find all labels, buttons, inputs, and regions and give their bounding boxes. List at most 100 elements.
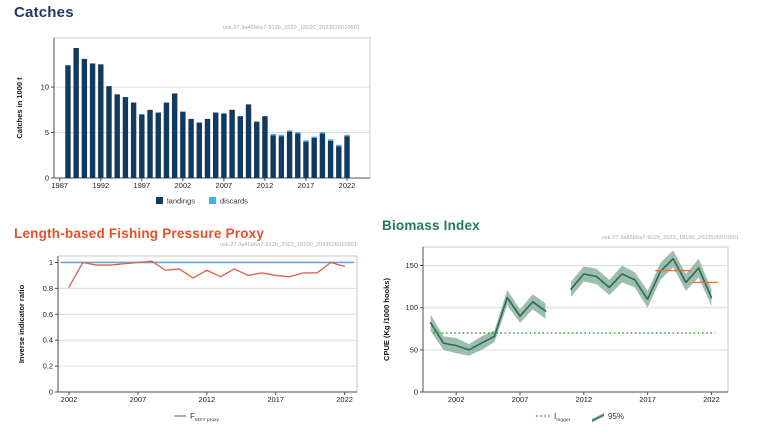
- x-tick-label: 2022: [703, 395, 720, 404]
- y-tick-label: 5: [45, 128, 49, 137]
- bar-landings: [336, 146, 342, 178]
- y-tick-label: 0.2: [43, 362, 53, 371]
- bar-landings: [303, 141, 309, 178]
- cpue-line: [570, 258, 713, 301]
- bar-landings: [204, 118, 211, 178]
- bar-discards: [336, 144, 342, 147]
- y-axis-label: Inverse indicator ratio: [17, 284, 26, 363]
- y-axis-label: CPUE (Kg /1000 hooks): [382, 278, 391, 361]
- pressure-chart: 0 0.2 0.4 0.6 0.8 1 2002 2007 2012 2017 2022 Invers…: [17, 255, 358, 423]
- pressure-watermark: usk.27.3a45b6a7-912b_2023_18100_20235260…: [219, 242, 357, 248]
- x-tick-label: 1987: [51, 181, 68, 190]
- bar-landings: [180, 111, 186, 178]
- bar-landings: [89, 63, 96, 178]
- x-tick-label: 2012: [198, 395, 215, 404]
- biomass-panel: Biomass Index usk.27.3a45b6a7-912b_2023_…: [376, 218, 772, 434]
- confidence-band: [430, 289, 546, 356]
- legend-label: landings: [167, 197, 195, 206]
- bar-landings: [262, 116, 268, 178]
- x-tick-label: 2022: [336, 395, 353, 404]
- legend-label: Itrigger: [554, 412, 571, 423]
- bar-landings: [73, 48, 79, 178]
- bar-landings: [212, 112, 219, 178]
- bar-landings: [196, 122, 202, 178]
- bar-discards: [270, 133, 276, 136]
- y-tick-label: 0.8: [43, 284, 53, 293]
- bar-landings: [270, 135, 276, 178]
- bar-landings: [171, 93, 178, 178]
- bar-discards: [303, 140, 309, 142]
- bar-discards: [278, 134, 285, 137]
- bar-discards: [344, 134, 350, 137]
- y-tick-label: 150: [405, 261, 418, 270]
- bar-discards: [311, 136, 317, 138]
- x-tick-label: 2017: [639, 395, 656, 404]
- x-tick-label: 1992: [92, 181, 109, 190]
- plot-frame: [57, 255, 358, 393]
- y-tick-label: 0.4: [43, 336, 53, 345]
- catches-title: Catches: [14, 4, 74, 21]
- bar-landings: [130, 102, 137, 178]
- bar-landings: [295, 133, 301, 178]
- y-tick-label: 1: [49, 258, 53, 267]
- bar-landings: [163, 102, 170, 178]
- bar-landings: [221, 113, 227, 178]
- pressure-panel: Length-based Fishing Pressure Proxy usk.…: [8, 226, 370, 434]
- x-tick-label: 2012: [575, 395, 592, 404]
- bar-landings: [286, 131, 293, 178]
- bar-landings: [114, 94, 120, 178]
- bar-landings: [98, 64, 104, 178]
- pressure-title: Length-based Fishing Pressure Proxy: [14, 226, 265, 241]
- bar-landings: [106, 86, 112, 178]
- x-tick-label: 1997: [133, 181, 150, 190]
- bar-landings: [327, 140, 334, 178]
- indicator-ratio-line: [68, 260, 346, 288]
- catches-chart: 0 5 10 1987 1992 1997 2002 2007 2012 2017 2022 Catc…: [15, 37, 371, 206]
- y-tick-label: 0: [45, 174, 49, 183]
- bar-landings: [65, 65, 71, 178]
- y-tick-label: 0: [414, 388, 418, 397]
- catches-watermark: usk.27.3a45b6a7-912b_2023_18100_20235260…: [222, 25, 360, 31]
- legend-label: FMSY proxy: [190, 412, 220, 423]
- bar-landings: [344, 136, 350, 178]
- x-tick-label: 2002: [175, 181, 192, 190]
- bar-landings: [139, 114, 145, 178]
- bar-landings: [237, 116, 244, 178]
- bar-discards: [286, 130, 293, 132]
- bar-landings: [254, 121, 260, 178]
- x-tick-label: 2002: [448, 395, 465, 404]
- biomass-title: Biomass Index: [382, 218, 480, 233]
- legend-label: discards: [220, 197, 248, 206]
- bar-landings: [278, 136, 285, 178]
- bar-landings: [188, 118, 194, 178]
- x-tick-label: 2017: [267, 395, 284, 404]
- bar-landings: [229, 109, 235, 178]
- x-tick-label: 2007: [512, 395, 529, 404]
- legend-swatch-landings: [156, 197, 163, 204]
- y-tick-label: 50: [410, 345, 418, 354]
- x-tick-label: 2002: [61, 395, 78, 404]
- x-tick-label: 2022: [339, 181, 356, 190]
- y-tick-label: 100: [405, 303, 418, 312]
- legend-band-line: [591, 414, 605, 422]
- y-tick-label: 0.6: [43, 310, 53, 319]
- bar-discards: [319, 132, 326, 134]
- bar-discards: [295, 132, 301, 134]
- bar-landings: [155, 112, 161, 178]
- bar-landings: [311, 138, 317, 178]
- bar-landings: [319, 133, 326, 178]
- y-tick-label: 0: [49, 388, 53, 397]
- x-tick-label: 2007: [130, 395, 147, 404]
- legend-label: 95%: [608, 412, 624, 421]
- catches-panel: Catches usk.27.3a45b6a7-912b_2023_18100_…: [8, 4, 376, 220]
- biomass-watermark: usk.27.3a45b6a7-912b_2023_18100_20235260…: [601, 235, 739, 241]
- x-tick-label: 2007: [216, 181, 233, 190]
- x-tick-label: 2017: [298, 181, 315, 190]
- bar-landings: [147, 109, 153, 178]
- bar-landings: [81, 58, 88, 178]
- biomass-chart: 0 50 100 150 2002 2007 2012 2017 2022 CPUE (Kg /1…: [382, 246, 729, 423]
- cpue-line: [429, 296, 547, 351]
- bar-discards: [327, 139, 334, 141]
- y-axis-label: Catches in 1000 t: [15, 77, 24, 139]
